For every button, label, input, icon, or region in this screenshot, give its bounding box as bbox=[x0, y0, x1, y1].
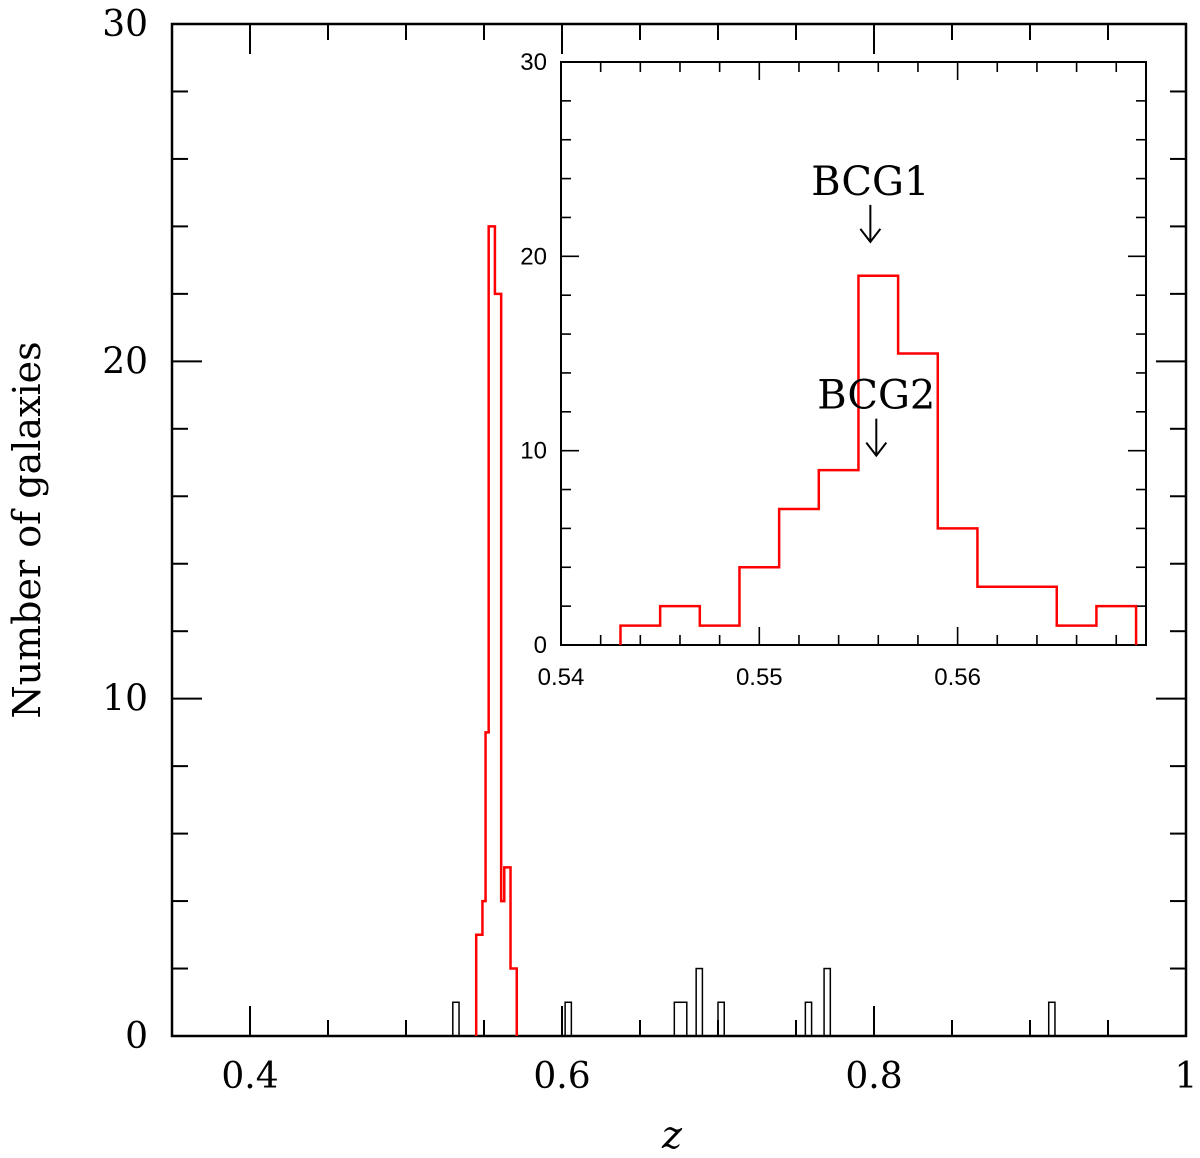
inset-hist-bin bbox=[660, 606, 700, 645]
main-hist-bin bbox=[511, 969, 517, 1036]
inset-hist-bin bbox=[819, 470, 859, 645]
main-hist-bin bbox=[501, 901, 504, 1036]
main-y-tick-label: 20 bbox=[102, 341, 148, 382]
inset-hist-bin bbox=[739, 567, 779, 645]
inset-hist-bin bbox=[779, 509, 819, 645]
main-hist-bar-black bbox=[673, 1001, 688, 1037]
x-axis-label: z bbox=[661, 1113, 683, 1157]
main-x-tick-label: 1 bbox=[1175, 1056, 1198, 1097]
inset-hist-bin bbox=[938, 528, 978, 645]
main-hist-bin bbox=[476, 935, 482, 1036]
inset-x-tick-label: 0.56 bbox=[934, 664, 981, 691]
inset-y-tick-label: 10 bbox=[520, 438, 547, 465]
main-hist-bar-black bbox=[1047, 1001, 1056, 1037]
main-hist-step-red bbox=[474, 225, 519, 1036]
main-hist-bin bbox=[486, 732, 489, 1036]
inset-x-tick-label: 0.55 bbox=[736, 664, 783, 691]
inset-y-tick-label: 20 bbox=[520, 243, 547, 270]
main-hist-bar-black bbox=[717, 1001, 725, 1037]
main-hist-bar-black bbox=[695, 967, 704, 1037]
main-y-tick-label: 10 bbox=[102, 679, 148, 720]
main-x-tick-label: 0.8 bbox=[845, 1056, 902, 1097]
inset-hist-bin bbox=[620, 626, 660, 645]
inset-y-tick-label: 30 bbox=[520, 49, 547, 76]
inset-hist-bin bbox=[858, 276, 898, 645]
inset-annotation-arrowhead bbox=[865, 442, 888, 458]
inset-hist-bin bbox=[1096, 606, 1136, 645]
inset-histogram-panel: 0.54 0.55 0.56 0 10 20 30 BCG1 BCG2 bbox=[520, 49, 1147, 691]
inset-y-tick-label: 0 bbox=[534, 632, 547, 659]
inset-hist-step-red bbox=[619, 274, 1138, 645]
main-hist-bin bbox=[504, 867, 510, 1036]
inset-x-tick-label: 0.54 bbox=[538, 664, 585, 691]
inset-hist-bin bbox=[1057, 626, 1097, 645]
main-hist-bar-black bbox=[823, 967, 832, 1037]
main-hist-bin bbox=[482, 901, 485, 1036]
inset-annotation-bcg2: BCG2 bbox=[817, 373, 935, 419]
main-hist-bar-black bbox=[452, 1001, 460, 1037]
main-x-tick-label: 0.6 bbox=[533, 1056, 590, 1097]
inset-plot-frame bbox=[560, 61, 1147, 646]
main-hist-bar-black bbox=[564, 1001, 573, 1037]
main-y-tick-label: 30 bbox=[102, 4, 148, 45]
main-hist-bin bbox=[489, 226, 495, 1036]
inset-hist-bin bbox=[700, 626, 740, 645]
inset-hist-bin bbox=[977, 587, 1056, 645]
main-hist-bar-black bbox=[804, 1001, 813, 1037]
y-axis-label: Number of galaxies bbox=[5, 341, 49, 718]
inset-annotation-arrowhead bbox=[859, 228, 882, 244]
main-hist-bin bbox=[495, 294, 501, 1036]
inset-annotation-bcg1: BCG1 bbox=[811, 159, 929, 205]
main-y-tick-label: 0 bbox=[125, 1016, 148, 1057]
main-x-tick-label: 0.4 bbox=[221, 1056, 278, 1097]
